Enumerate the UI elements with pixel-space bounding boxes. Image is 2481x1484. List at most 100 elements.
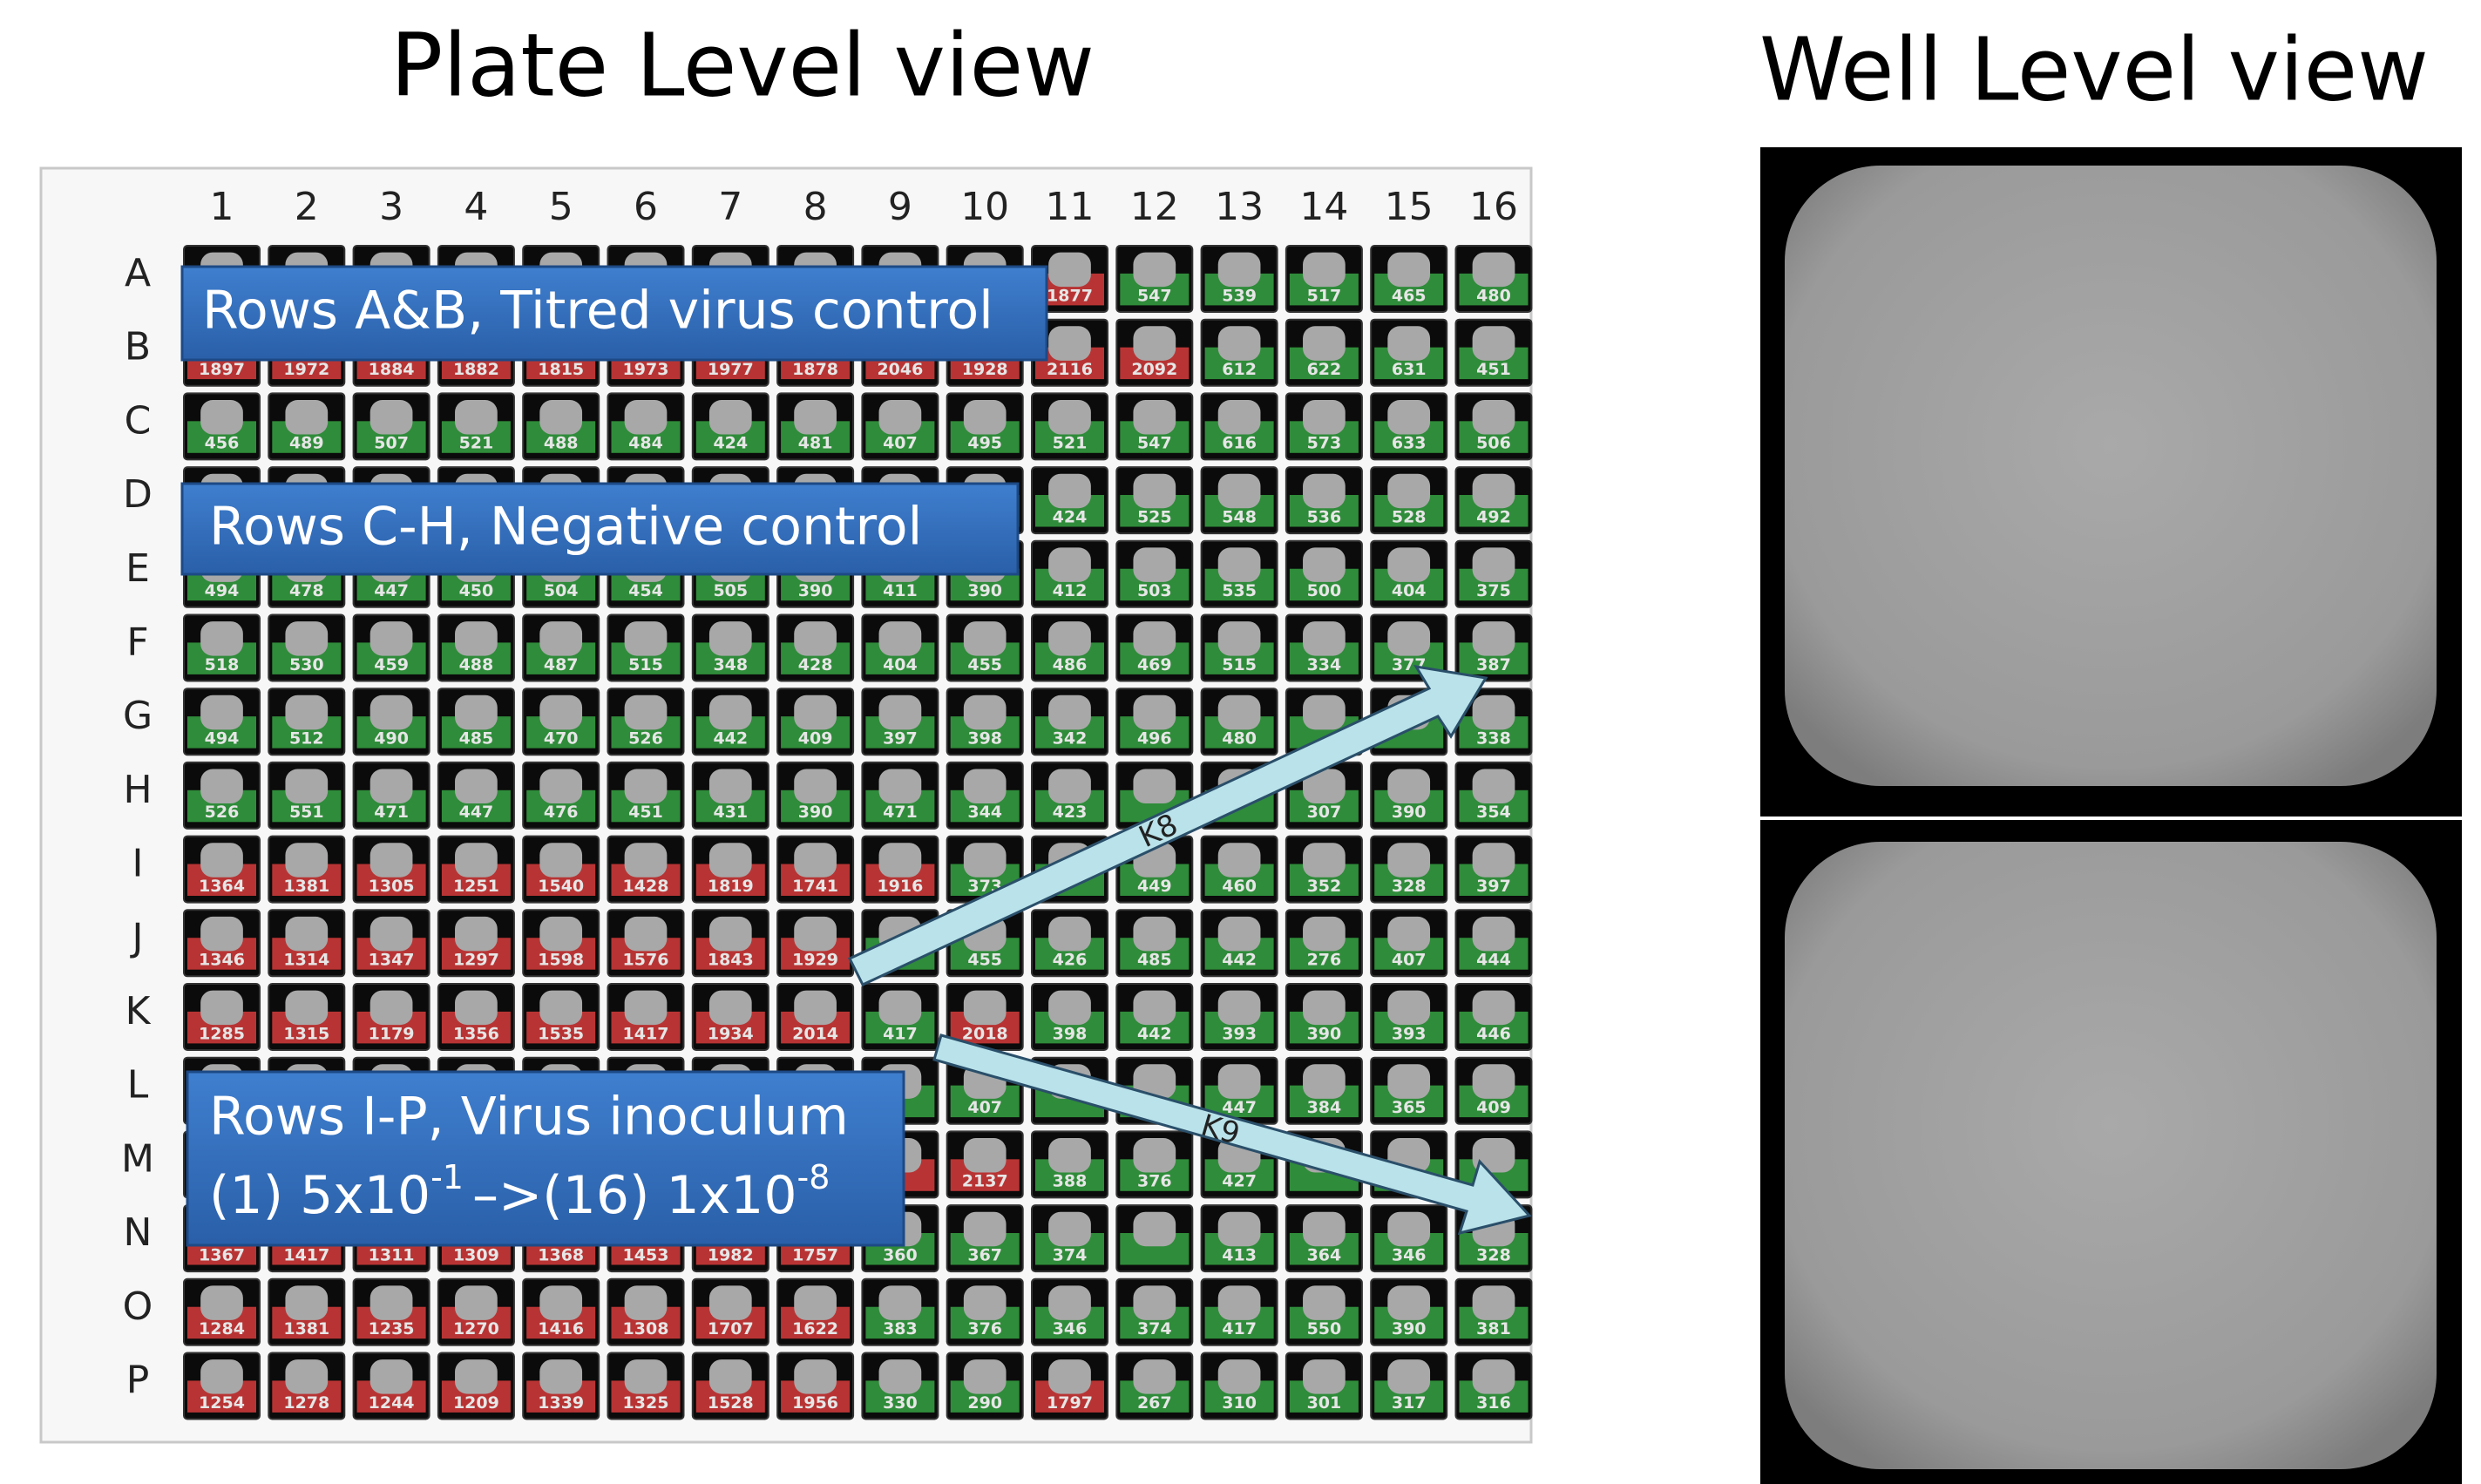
well-value: 446 bbox=[1476, 1024, 1511, 1043]
well-value: 548 bbox=[1222, 507, 1257, 526]
row-label: J bbox=[130, 915, 144, 959]
well-value: 365 bbox=[1392, 1098, 1427, 1117]
well-value: 431 bbox=[713, 803, 748, 822]
well-value: 417 bbox=[883, 1024, 918, 1043]
well-value: 1535 bbox=[538, 1024, 584, 1043]
well-value: 376 bbox=[967, 1319, 1002, 1338]
well-thumb bbox=[1387, 991, 1430, 1026]
column-label: 14 bbox=[1299, 185, 1348, 229]
well-value: 375 bbox=[1476, 581, 1511, 600]
well-thumb bbox=[964, 1138, 1007, 1173]
well-value: 328 bbox=[1476, 1245, 1511, 1264]
well-value: 492 bbox=[1476, 507, 1511, 526]
well-value: 471 bbox=[374, 803, 409, 822]
well-thumb bbox=[1133, 917, 1176, 952]
well-thumb bbox=[1387, 843, 1430, 878]
well-value: 346 bbox=[1392, 1245, 1427, 1264]
well-value: 330 bbox=[883, 1393, 918, 1413]
well-value: 290 bbox=[967, 1393, 1002, 1413]
well-thumb bbox=[879, 1359, 922, 1394]
well-value: 469 bbox=[1137, 655, 1172, 674]
well-thumb bbox=[285, 917, 328, 952]
well-thumb bbox=[285, 1285, 328, 1320]
row-label: K bbox=[125, 989, 152, 1033]
well-value: 1309 bbox=[453, 1245, 499, 1264]
well-thumb bbox=[539, 917, 582, 952]
well-value: 476 bbox=[544, 803, 579, 822]
well-thumb bbox=[879, 695, 922, 730]
column-label: 10 bbox=[960, 185, 1009, 229]
well-value: 328 bbox=[1392, 877, 1427, 896]
well-value: 1622 bbox=[792, 1319, 838, 1338]
well-value: 494 bbox=[205, 581, 240, 600]
column-label: 9 bbox=[888, 185, 912, 229]
well-thumb bbox=[1473, 1359, 1515, 1394]
well-value: 424 bbox=[713, 434, 748, 453]
well-thumb bbox=[1473, 843, 1515, 878]
well-value: 1956 bbox=[792, 1393, 838, 1413]
well-value: 506 bbox=[1476, 434, 1511, 453]
well-value: 2137 bbox=[962, 1172, 1008, 1191]
well-value: 387 bbox=[1476, 655, 1511, 674]
well-thumb bbox=[370, 1359, 413, 1394]
well-value: 423 bbox=[1053, 803, 1088, 822]
well-thumb bbox=[1303, 474, 1346, 509]
well-value: 404 bbox=[883, 655, 918, 674]
well-thumb bbox=[1473, 621, 1515, 656]
well-thumb bbox=[539, 1359, 582, 1394]
well-thumb bbox=[625, 1359, 668, 1394]
well-thumb bbox=[964, 695, 1007, 730]
row-label: F bbox=[126, 620, 148, 665]
well-thumb bbox=[794, 400, 837, 435]
column-label: 6 bbox=[634, 185, 658, 229]
well-value: 471 bbox=[883, 803, 918, 822]
well-thumb bbox=[539, 1285, 582, 1320]
well-thumb bbox=[1218, 547, 1261, 582]
well-value: 1284 bbox=[199, 1319, 245, 1338]
note-sup: -8 bbox=[797, 1158, 830, 1196]
well-value: 367 bbox=[967, 1245, 1002, 1264]
well-thumb bbox=[1048, 991, 1091, 1026]
well-thumb bbox=[709, 917, 752, 952]
well-thumb bbox=[964, 1212, 1007, 1247]
column-label: 12 bbox=[1130, 185, 1179, 229]
note-part: (1) 5x10 bbox=[209, 1165, 430, 1226]
column-label: 11 bbox=[1046, 185, 1095, 229]
well-value: 1347 bbox=[369, 951, 415, 970]
well-thumb bbox=[1387, 1285, 1430, 1320]
well-value: 1346 bbox=[199, 951, 245, 970]
well-thumb bbox=[879, 400, 922, 435]
well-thumb bbox=[709, 769, 752, 804]
well-value: 487 bbox=[544, 655, 579, 674]
well-value: 417 bbox=[1222, 1319, 1257, 1338]
well-value: 521 bbox=[459, 434, 494, 453]
well-thumb bbox=[1473, 991, 1515, 1026]
well-thumb bbox=[794, 843, 837, 878]
well-value: 490 bbox=[374, 728, 409, 748]
well-value: 480 bbox=[1222, 728, 1257, 748]
well-thumb bbox=[879, 1285, 922, 1320]
well-thumb bbox=[709, 400, 752, 435]
note-text: (1) 5x10-1–>(16) 1x10-8 bbox=[209, 1158, 830, 1226]
well-value: 384 bbox=[1307, 1098, 1342, 1117]
well-value: 1278 bbox=[283, 1393, 329, 1413]
well-value: 1882 bbox=[453, 360, 499, 379]
well-value: 1982 bbox=[708, 1245, 754, 1264]
well-value: 388 bbox=[1053, 1172, 1088, 1191]
row-label: H bbox=[123, 768, 152, 812]
well-thumb bbox=[1133, 769, 1176, 804]
well-value: 316 bbox=[1476, 1393, 1511, 1413]
well-thumb bbox=[625, 843, 668, 878]
well-thumb bbox=[370, 991, 413, 1026]
well-value: 1314 bbox=[283, 951, 329, 970]
well-thumb bbox=[1387, 326, 1430, 361]
well-value: 1540 bbox=[538, 877, 584, 896]
well-thumb bbox=[1473, 547, 1515, 582]
well-value: 616 bbox=[1222, 434, 1257, 453]
well-thumb bbox=[794, 1285, 837, 1320]
well-thumb bbox=[964, 1285, 1007, 1320]
well-thumb bbox=[1387, 1359, 1430, 1394]
well-value: 1364 bbox=[199, 877, 245, 896]
well-thumb bbox=[1048, 621, 1091, 656]
well-value: 1209 bbox=[453, 1393, 499, 1413]
